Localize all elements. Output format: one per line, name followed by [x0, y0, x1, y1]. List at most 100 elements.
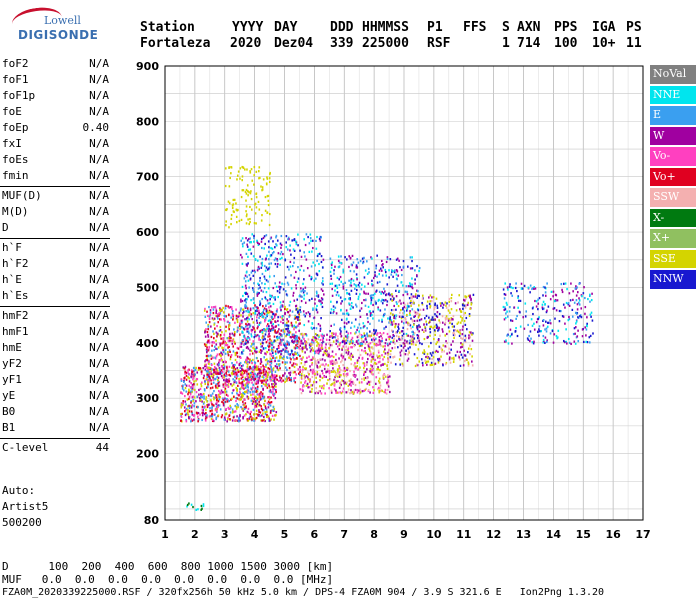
echo-point — [296, 280, 299, 283]
echo-point — [223, 418, 226, 421]
echo-point — [247, 411, 250, 414]
echo-point — [455, 309, 458, 312]
header-label-8: AXN — [517, 20, 541, 35]
echo-point — [265, 330, 267, 333]
echo-point — [296, 341, 298, 345]
echo-point — [405, 321, 408, 324]
echo-point — [537, 302, 540, 305]
echo-point — [383, 355, 386, 359]
echo-point — [361, 283, 363, 286]
echo-point — [306, 382, 309, 385]
echo-point — [409, 267, 412, 270]
echo-point — [542, 324, 545, 327]
echo-point — [242, 312, 244, 315]
echo-point — [351, 346, 353, 349]
echo-point — [386, 300, 389, 303]
echo-point — [396, 284, 399, 287]
echo-point — [364, 351, 367, 354]
echo-point — [229, 350, 231, 353]
echo-point — [543, 307, 545, 310]
echo-point — [576, 308, 579, 311]
echo-point — [250, 415, 252, 418]
echo-point — [204, 405, 206, 408]
echo-point — [305, 258, 308, 261]
echo-point — [180, 414, 182, 417]
echo-point — [187, 413, 190, 416]
echo-point — [284, 372, 286, 375]
echo-point — [348, 383, 351, 386]
echo-point — [366, 327, 368, 330]
echo-point — [361, 257, 364, 260]
echo-point — [377, 308, 380, 311]
echo-point — [440, 355, 442, 358]
echo-point — [270, 396, 272, 399]
echo-point — [246, 345, 249, 349]
echo-point — [371, 294, 373, 297]
y-tick-label: 800 — [136, 115, 159, 128]
echo-point — [426, 336, 429, 339]
echo-point — [330, 308, 333, 311]
echo-point — [259, 302, 262, 305]
echo-point — [377, 368, 380, 371]
echo-point — [300, 377, 303, 380]
echo-point — [272, 312, 275, 316]
echo-point — [339, 328, 341, 331]
param-name: foF1 — [2, 73, 29, 86]
echo-point — [247, 279, 250, 282]
echo-point — [252, 369, 254, 373]
echo-point — [260, 397, 263, 401]
echo-point — [256, 387, 259, 391]
header-value-10: 11 — [626, 36, 642, 51]
echo-point — [285, 327, 287, 331]
echo-point — [406, 321, 409, 324]
echo-point — [229, 176, 231, 180]
echo-point — [206, 414, 208, 417]
echo-point — [333, 323, 336, 326]
echo-point — [370, 313, 373, 317]
echo-point — [187, 376, 189, 379]
echo-point — [457, 330, 460, 334]
echo-point — [318, 237, 321, 241]
echo-point — [267, 203, 270, 207]
echo-point — [589, 334, 592, 337]
echo-point — [350, 281, 352, 284]
echo-point — [509, 306, 511, 309]
echo-point — [367, 282, 370, 285]
echo-point — [389, 318, 391, 321]
echo-point — [246, 275, 248, 278]
echo-point — [390, 308, 393, 312]
echo-point — [391, 323, 394, 326]
echo-point — [241, 285, 244, 289]
echo-point — [254, 270, 256, 274]
echo-point — [333, 335, 335, 339]
echo-point — [273, 407, 276, 411]
echo-point — [258, 166, 261, 169]
echo-point — [272, 346, 275, 349]
echo-point — [332, 308, 335, 312]
echo-point — [289, 244, 291, 247]
echo-point — [260, 360, 263, 364]
echo-point — [211, 407, 213, 410]
echo-point — [303, 333, 306, 336]
echo-point — [396, 278, 398, 281]
echo-point — [228, 226, 230, 229]
echo-point — [388, 276, 390, 279]
echo-point — [288, 331, 290, 334]
echo-point — [267, 396, 269, 399]
echo-point — [291, 264, 294, 268]
echo-point — [267, 280, 269, 283]
echo-point — [204, 307, 206, 311]
echo-point — [250, 329, 253, 332]
echo-point — [207, 355, 210, 358]
echo-point — [305, 344, 307, 347]
echo-point — [507, 342, 510, 345]
echo-point — [363, 285, 366, 288]
echo-point — [231, 339, 234, 342]
echo-point — [450, 319, 453, 322]
echo-point — [183, 376, 186, 379]
echo-point — [252, 340, 255, 343]
echo-point — [232, 315, 235, 318]
echo-point — [249, 308, 252, 312]
echo-point — [209, 313, 212, 317]
echo-point — [410, 337, 413, 341]
